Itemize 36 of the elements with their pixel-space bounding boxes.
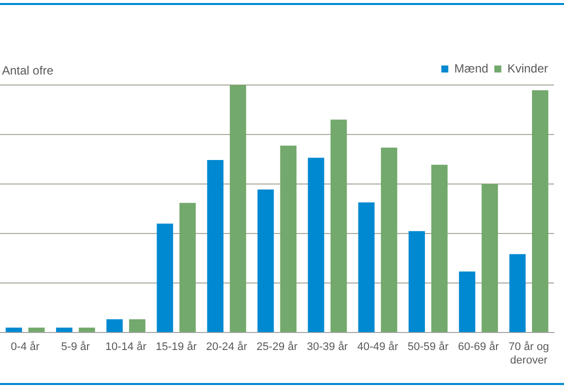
bar <box>258 189 274 332</box>
x-tick-label: 20-24 år <box>206 341 248 354</box>
x-tick-label: 10-14 år <box>105 341 147 354</box>
x-tick-label: 70 år og derover <box>508 341 550 366</box>
bar <box>532 90 548 332</box>
bar <box>431 164 448 332</box>
x-tick-label: 15-19 år <box>156 341 198 354</box>
bar <box>106 319 123 332</box>
y-axis-title: Antal ofre <box>2 63 54 78</box>
bar <box>28 328 45 332</box>
bar <box>358 202 375 332</box>
bar <box>330 120 347 332</box>
bar <box>179 202 196 332</box>
x-tick-label: 50-59 år <box>408 341 449 354</box>
bar <box>408 231 425 332</box>
x-tick-label: 0-4 år <box>10 341 40 354</box>
bar <box>56 328 72 332</box>
x-tick-label: 25-29 år <box>256 341 298 354</box>
bar <box>458 271 476 332</box>
bar <box>280 146 296 332</box>
bar <box>482 184 498 332</box>
legend-label: Kvinder <box>507 61 548 76</box>
bar <box>380 148 398 332</box>
x-tick-label: 40-49 år <box>357 341 399 354</box>
bar <box>509 254 526 332</box>
bar <box>308 158 324 332</box>
bar <box>129 319 146 332</box>
bar <box>207 160 224 332</box>
bar <box>156 224 174 332</box>
bar <box>6 328 22 332</box>
x-tick-label: 5-9 år <box>61 341 90 354</box>
x-tick-label: 30-39 år <box>306 341 348 354</box>
legend-label: Mænd <box>454 61 488 76</box>
bar <box>230 85 246 332</box>
x-tick-label: 60-69 år <box>458 341 500 354</box>
bar <box>78 328 96 332</box>
